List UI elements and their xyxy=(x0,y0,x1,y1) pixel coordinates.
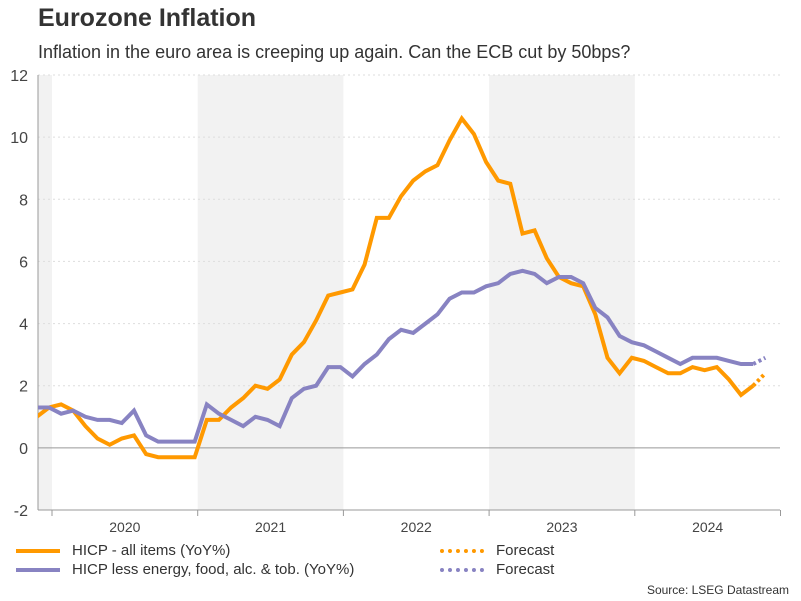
y-tick-label: 0 xyxy=(19,441,28,458)
shaded-year-2021 xyxy=(197,75,344,510)
legend-swatch-core xyxy=(16,567,60,572)
chart-subtitle: Inflation in the euro area is creeping u… xyxy=(38,42,631,62)
series-line-1 xyxy=(751,371,767,388)
legend-label-hicp-forecast: Forecast xyxy=(496,542,555,559)
series-line-3 xyxy=(752,356,767,366)
legend-label-core: HICP less energy, food, alc. & tob. (YoY… xyxy=(72,561,355,578)
source-note: Source: LSEG Datastream xyxy=(646,583,789,597)
shaded-year-2023 xyxy=(489,75,635,510)
y-tick-label: 4 xyxy=(19,317,28,334)
legend-swatch-hicp xyxy=(16,548,60,553)
legend-core: HICP less energy, food, alc. & tob. (YoY… xyxy=(16,561,354,578)
y-tick-label: 12 xyxy=(10,68,28,85)
y-tick-label: 8 xyxy=(19,192,28,209)
legend-swatch-hicp-forecast xyxy=(440,548,484,553)
chart-title: Eurozone Inflation xyxy=(38,4,257,32)
legend-core-forecast: Forecast xyxy=(440,561,554,578)
series-line-0 xyxy=(38,114,755,460)
x-tick-label: 2023 xyxy=(546,519,577,535)
legend-swatch-core-forecast xyxy=(440,567,484,572)
legend-label-hicp: HICP - all items (YoY%) xyxy=(72,542,231,559)
series-line-2 xyxy=(38,268,754,444)
y-tick-label: 10 xyxy=(10,130,28,147)
y-tick-label: 6 xyxy=(19,254,28,271)
shaded-year-2019 xyxy=(38,75,52,510)
x-tick-label: 2021 xyxy=(255,519,286,535)
y-tick-label: -2 xyxy=(14,503,28,520)
y-tick-label: 2 xyxy=(19,379,28,396)
legend-hicp-forecast: Forecast xyxy=(440,542,554,559)
legend-hicp: HICP - all items (YoY%) xyxy=(16,542,230,559)
legend-label-core-forecast: Forecast xyxy=(496,561,555,578)
x-tick-label: 2020 xyxy=(109,519,140,535)
x-tick-label: 2022 xyxy=(401,519,432,535)
x-tick-label: 2024 xyxy=(692,519,723,535)
